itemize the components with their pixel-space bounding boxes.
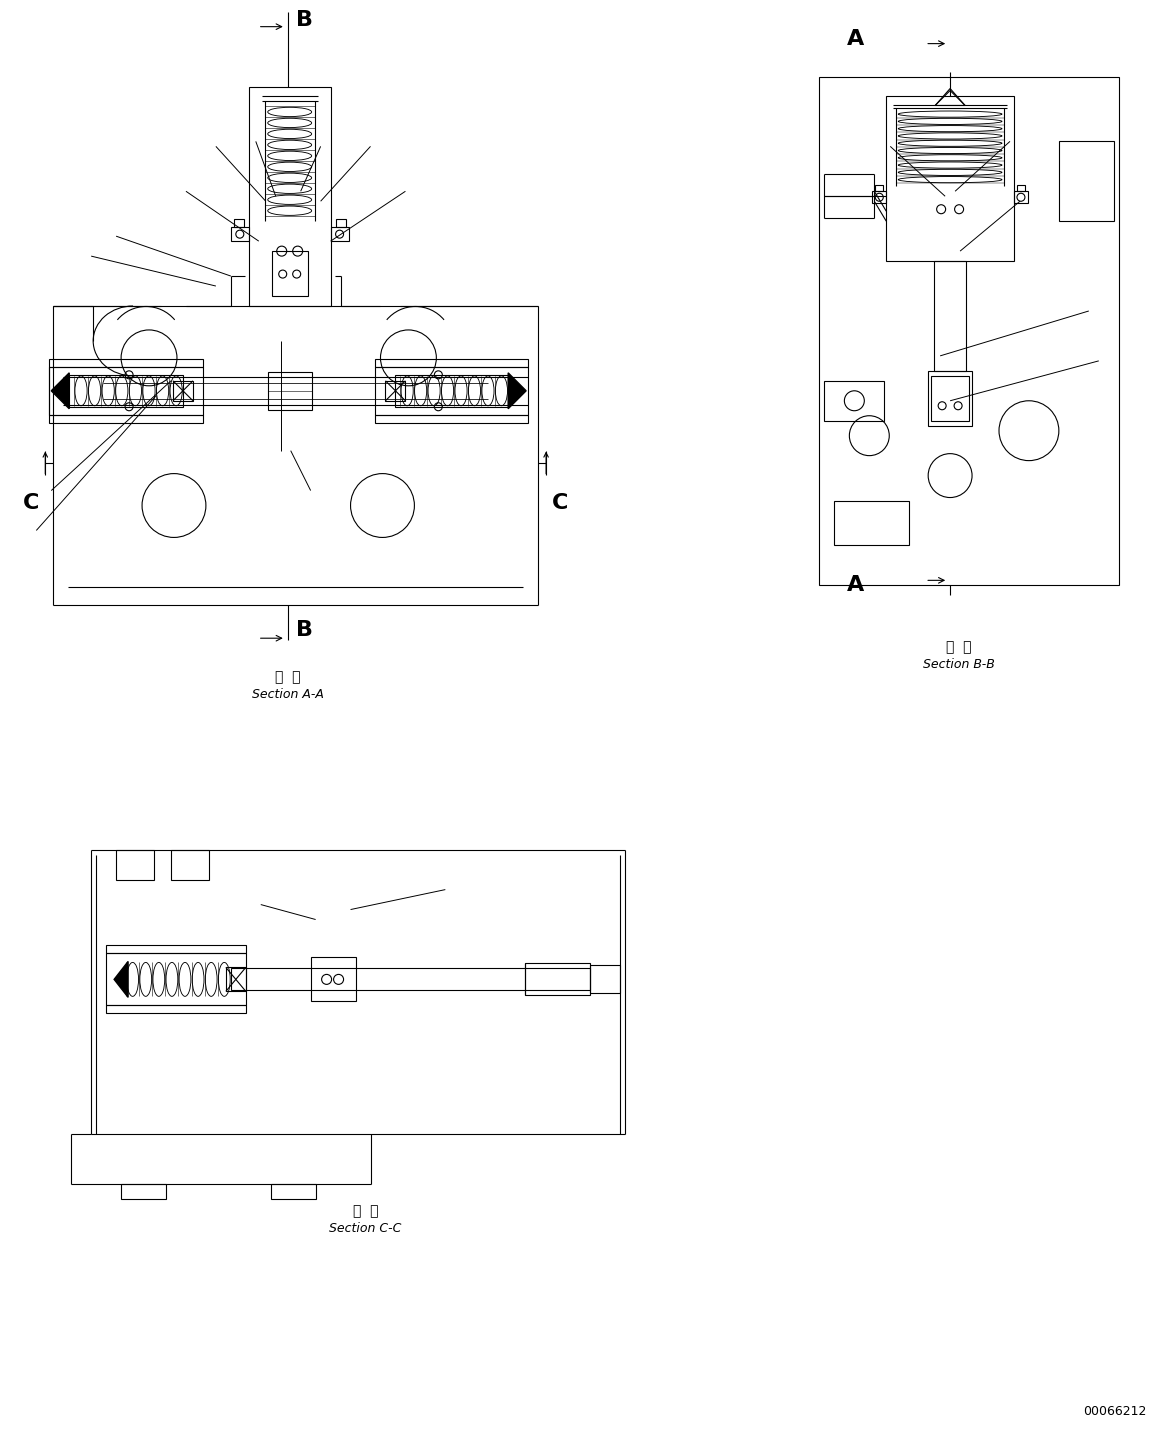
Bar xyxy=(70,375,183,407)
Text: Section A-A: Section A-A xyxy=(251,688,323,701)
Bar xyxy=(376,366,528,415)
Polygon shape xyxy=(508,373,526,408)
Bar xyxy=(121,1184,166,1198)
Polygon shape xyxy=(51,373,70,408)
Bar xyxy=(49,415,202,423)
Bar xyxy=(934,261,966,371)
Bar xyxy=(234,219,244,228)
Bar xyxy=(49,366,202,415)
Text: B: B xyxy=(295,10,313,30)
Text: C: C xyxy=(23,493,40,512)
Bar xyxy=(834,500,909,545)
Bar xyxy=(886,97,1014,261)
Bar xyxy=(311,957,356,1001)
Bar xyxy=(249,87,330,306)
Text: Section C-C: Section C-C xyxy=(329,1221,401,1234)
Bar xyxy=(106,1005,245,1014)
Text: Section B-B: Section B-B xyxy=(923,658,996,671)
Bar xyxy=(272,251,308,296)
Bar xyxy=(330,228,349,241)
Bar xyxy=(106,946,245,953)
Bar xyxy=(376,359,528,366)
Bar xyxy=(928,371,972,425)
Bar xyxy=(395,375,508,407)
Bar xyxy=(526,963,590,995)
Text: 断  面: 断 面 xyxy=(274,671,300,684)
Bar xyxy=(226,968,245,991)
Text: A: A xyxy=(847,575,864,596)
Bar xyxy=(267,372,312,410)
Bar xyxy=(876,185,883,192)
Bar xyxy=(1058,141,1114,221)
Bar xyxy=(336,219,345,228)
Bar xyxy=(820,76,1119,585)
Polygon shape xyxy=(114,962,128,998)
Bar xyxy=(1016,185,1025,192)
Bar xyxy=(230,969,590,991)
Bar xyxy=(385,381,406,401)
Text: B: B xyxy=(295,620,313,640)
Text: C: C xyxy=(552,493,569,512)
Bar xyxy=(825,381,884,421)
Bar xyxy=(872,192,886,203)
Text: 00066212: 00066212 xyxy=(1083,1406,1147,1419)
Bar xyxy=(271,1184,315,1198)
Text: 断  面: 断 面 xyxy=(352,1204,378,1218)
Bar xyxy=(106,953,245,1005)
Bar xyxy=(590,965,620,994)
Text: 断  面: 断 面 xyxy=(947,640,972,655)
Bar xyxy=(932,376,969,421)
Bar xyxy=(230,228,249,241)
Bar xyxy=(376,415,528,423)
Bar xyxy=(1014,192,1028,203)
Bar xyxy=(49,359,202,366)
Bar xyxy=(116,849,154,880)
Text: A: A xyxy=(847,29,864,49)
Bar xyxy=(173,381,193,401)
Bar xyxy=(171,849,209,880)
